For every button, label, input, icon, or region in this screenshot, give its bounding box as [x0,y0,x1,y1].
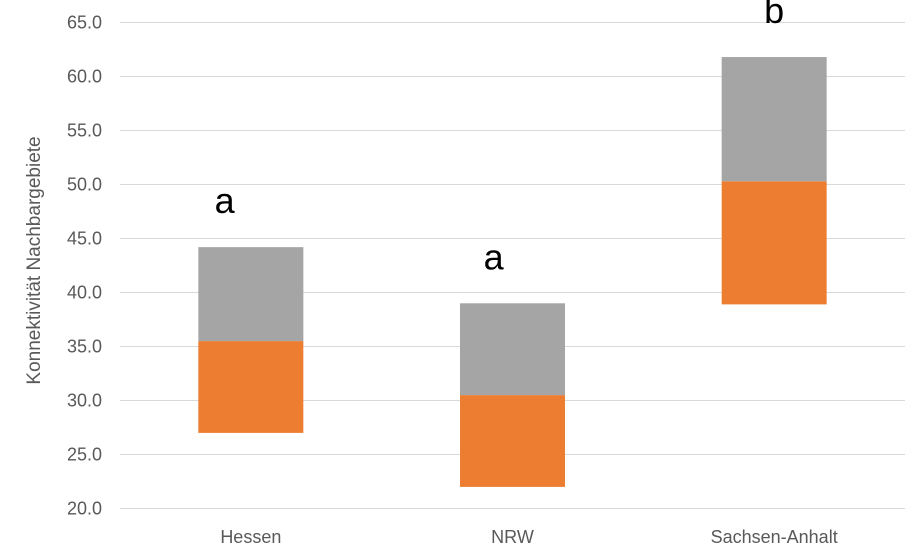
category-label: Hessen [220,527,281,547]
y-tick-label: 30.0 [67,391,102,411]
bar-lower-0 [198,341,304,433]
bar-upper-1 [460,303,565,396]
bars [198,57,827,487]
y-tick-label: 35.0 [67,337,102,357]
category-label: Sachsen-Anhalt [711,527,838,547]
y-tick-label: 20.0 [67,499,102,519]
y-tick-label: 40.0 [67,283,102,303]
significance-letters: a a b [215,0,785,277]
bar-lower-1 [460,395,565,487]
y-axis-title: Konnektivität Nachbargebiete [24,136,45,384]
y-tick-label: 65.0 [67,13,102,33]
y-tick-label: 60.0 [67,67,102,87]
y-tick-label: 55.0 [67,121,102,141]
significance-letter: b [764,0,784,31]
significance-letter: a [215,180,236,221]
y-tick-label: 50.0 [67,175,102,195]
bar-upper-2 [721,57,827,182]
bar-lower-2 [721,181,827,305]
y-tick-label: 25.0 [67,445,102,465]
x-axis-categories: Hessen NRW Sachsen-Anhalt [220,527,837,547]
y-axis-ticks: 20.0 25.0 30.0 35.0 40.0 45.0 50.0 55.0 60.0 65.0 [67,13,102,519]
significance-letter: a [484,236,505,277]
y-tick-label: 45.0 [67,229,102,249]
bar-upper-0 [198,247,304,342]
category-label: NRW [491,527,534,547]
